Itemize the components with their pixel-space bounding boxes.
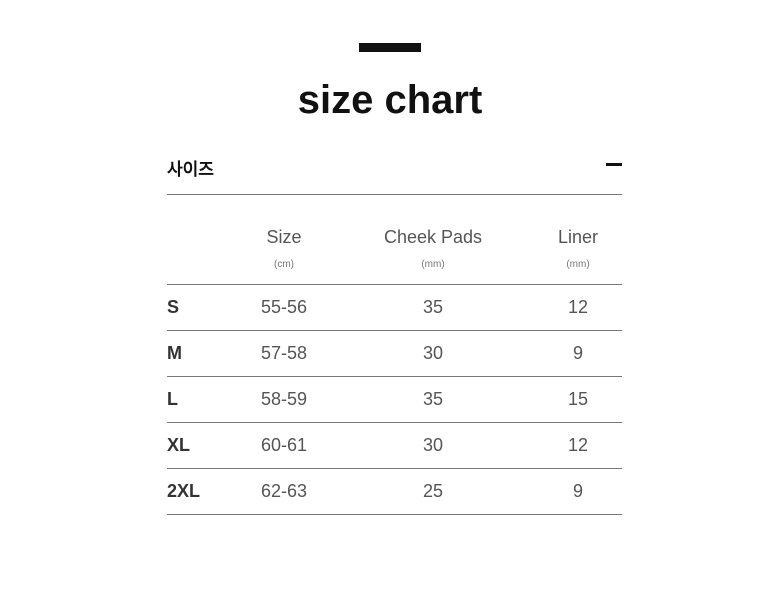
table-cell: 12 <box>567 435 589 455</box>
row-label: 2XL <box>167 481 201 501</box>
table-cell: 30 <box>422 343 444 363</box>
table-cell: 55-56 <box>260 297 308 317</box>
row-label: M <box>167 343 182 363</box>
collapse-icon[interactable] <box>606 163 622 166</box>
table-cell: 58-59 <box>260 389 308 409</box>
row-label: XL <box>167 435 191 455</box>
unit-cheek-pads: (mm) <box>421 259 445 270</box>
table-cell: 9 <box>572 343 584 363</box>
header-size: Size <box>266 227 302 247</box>
unit-size: (cm) <box>274 259 294 270</box>
section-title: 사이즈 <box>167 160 214 179</box>
page-title: size chart <box>297 78 483 122</box>
divider <box>167 194 622 195</box>
row-divider <box>167 330 622 331</box>
table-cell: 35 <box>422 389 444 409</box>
header-cheek-pads: Cheek Pads <box>383 227 483 247</box>
header-liner: Liner <box>557 227 599 247</box>
table-cell: 15 <box>567 389 589 409</box>
row-divider <box>167 468 622 469</box>
row-divider <box>167 376 622 377</box>
decorative-bar <box>359 43 421 52</box>
row-divider <box>167 514 622 515</box>
row-label: S <box>167 297 180 317</box>
row-label: L <box>167 389 178 409</box>
unit-liner: (mm) <box>566 259 590 270</box>
row-divider <box>167 284 622 285</box>
table-cell: 9 <box>572 481 584 501</box>
table-cell: 12 <box>567 297 589 317</box>
table-cell: 62-63 <box>260 481 308 501</box>
row-divider <box>167 422 622 423</box>
table-cell: 35 <box>422 297 444 317</box>
table-cell: 60-61 <box>260 435 308 455</box>
table-cell: 30 <box>422 435 444 455</box>
table-cell: 57-58 <box>260 343 308 363</box>
table-cell: 25 <box>422 481 444 501</box>
